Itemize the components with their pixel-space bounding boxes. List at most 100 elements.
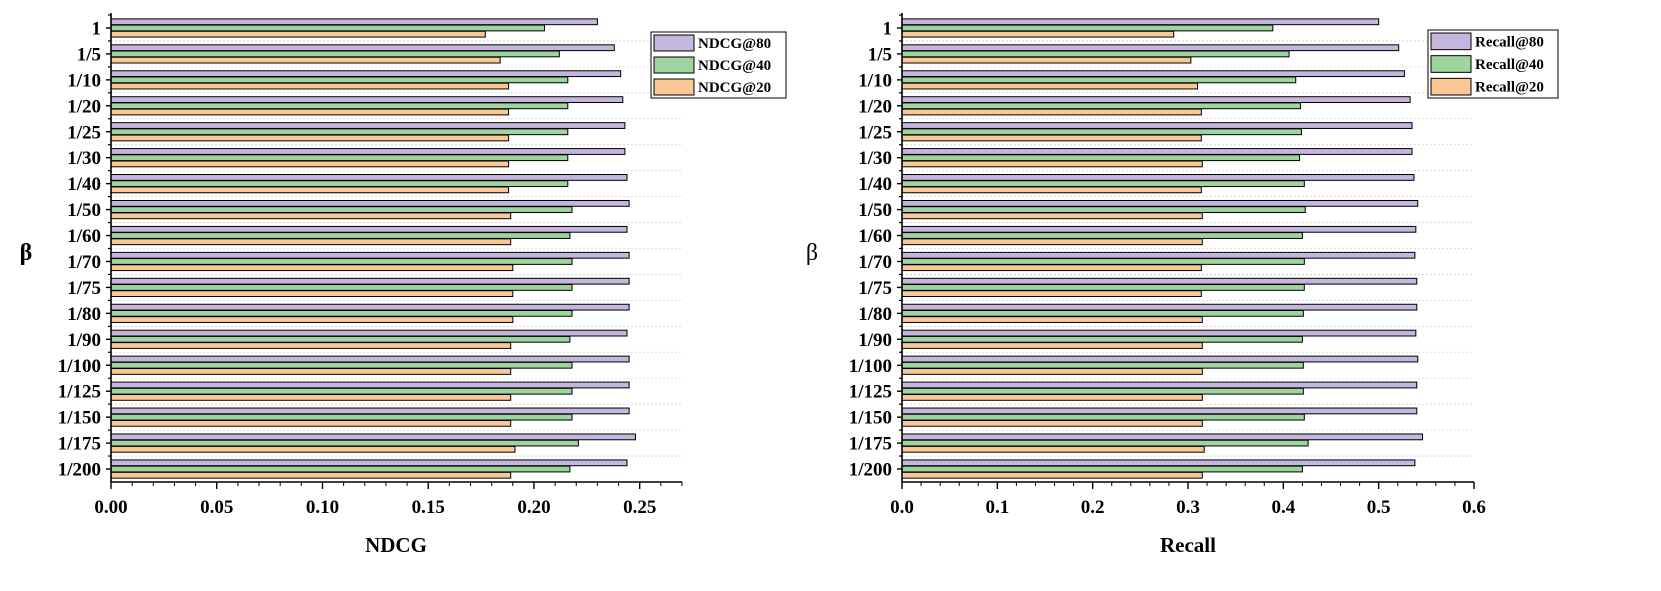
y-tick-label: 1/150 xyxy=(849,408,892,429)
bar-ndcg-at-40-1-over-10 xyxy=(110,76,569,84)
bar-recall-at-20-1-over-10 xyxy=(901,82,1199,90)
bar-recall-at-80-1-over-25 xyxy=(901,122,1413,129)
legend-swatch xyxy=(653,56,695,74)
bar-ndcg-at-80-1-over-60 xyxy=(110,225,628,233)
bar-ndcg-at-20-1-over-50 xyxy=(110,212,512,220)
bar-ndcg-at-40-1-over-150 xyxy=(110,413,573,421)
bar-ndcg-at-80-1-over-200 xyxy=(110,459,628,467)
bar-recall-at-80-1-over-30 xyxy=(901,148,1413,155)
bar-ndcg-at-40-1-over-60 xyxy=(110,232,571,239)
bar-ndcg-at-40-1-over-50 xyxy=(110,206,573,213)
y-tick-label: 1/90 xyxy=(67,330,101,351)
x-tick-label: 0.00 xyxy=(94,497,127,518)
bar-recall-at-80-1-over-40 xyxy=(901,174,1415,181)
y-tick-label: 1/175 xyxy=(849,434,892,455)
recall-chart: 1 1/5 1/10 1/20 1/25 1/30 1/40 1/50 1/60 1/70 1/75… xyxy=(806,13,1559,557)
legend-label: NDCG@20 xyxy=(698,80,771,96)
bar-recall-at-40-1-over-200 xyxy=(901,465,1303,473)
bar-recall-at-20-1-over-20 xyxy=(901,108,1202,116)
bar-ndcg-at-40-1-over-40 xyxy=(110,180,569,188)
bar-ndcg-at-80-1-over-20 xyxy=(110,96,624,104)
y-tick-label: 1/40 xyxy=(67,174,101,195)
bar-ndcg-at-20-1-over-25 xyxy=(110,134,510,142)
x-tick-label: 0.05 xyxy=(200,497,233,518)
bar-ndcg-at-20-1-over-5 xyxy=(110,56,501,64)
bar-recall-at-20-1-over-5 xyxy=(901,56,1192,64)
bar-ndcg-at-40-1-over-100 xyxy=(110,361,573,369)
y-tick-label: 1/10 xyxy=(67,70,101,91)
bar-recall-at-40-1-over-175 xyxy=(901,439,1309,447)
bar-ndcg-at-20-1-over-125 xyxy=(110,393,512,401)
bar-ndcg-at-40-1-over-5 xyxy=(110,50,560,58)
bar-recall-at-20-1-over-200 xyxy=(901,471,1203,479)
y-tick-label: 1/100 xyxy=(849,356,892,377)
y-tick-label: 1/30 xyxy=(67,148,101,169)
bar-ndcg-at-40-1 xyxy=(110,24,546,32)
bar-ndcg-at-40-1-over-200 xyxy=(110,465,571,473)
bar-ndcg-at-20-1-over-10 xyxy=(110,82,510,90)
bar-ndcg-at-80-1-over-50 xyxy=(110,199,630,207)
bar-ndcg-at-20-1-over-20 xyxy=(110,108,510,116)
legend: NDCG@80 NDCG@40 NDCG@20 xyxy=(650,31,787,99)
bar-recall-at-80-1-over-60 xyxy=(901,225,1417,233)
bar-ndcg-at-20-1-over-60 xyxy=(110,238,512,246)
x-tick-label: 0.15 xyxy=(412,497,445,518)
bar-recall-at-40-1-over-100 xyxy=(901,361,1304,369)
y-tick-label: 1/50 xyxy=(858,200,892,221)
bar-ndcg-at-20-1-over-175 xyxy=(110,445,516,453)
bar-ndcg-at-80-1-over-30 xyxy=(110,148,626,155)
bar-recall-at-40-1-over-50 xyxy=(901,206,1306,213)
bar-recall-at-40-1-over-40 xyxy=(901,180,1305,188)
x-tick-label: 0.1 xyxy=(985,497,1009,518)
bar-recall-at-40-1-over-5 xyxy=(901,50,1290,58)
bar-recall-at-20-1-over-125 xyxy=(901,393,1203,401)
bar-ndcg-at-20-1-over-70 xyxy=(110,264,514,272)
y-tick-label: 1/25 xyxy=(858,122,892,143)
bar-ndcg-at-40-1-over-20 xyxy=(110,102,569,110)
bar-recall-at-20-1-over-60 xyxy=(901,238,1203,246)
bar-recall-at-80-1-over-50 xyxy=(901,199,1419,207)
y-tick-label: 1/10 xyxy=(858,70,892,91)
bar-recall-at-80-1-over-90 xyxy=(901,329,1417,337)
bar-ndcg-at-20-1-over-75 xyxy=(110,290,514,298)
bar-ndcg-at-80-1-over-75 xyxy=(110,277,630,285)
y-tick-label: 1/40 xyxy=(858,174,892,195)
legend-label: Recall@40 xyxy=(1475,57,1544,73)
y-tick-label: 1/50 xyxy=(67,200,101,221)
x-tick-label: 0.5 xyxy=(1367,497,1391,518)
bar-recall-at-20-1-over-70 xyxy=(901,264,1202,272)
y-tick-label: 1/100 xyxy=(58,356,101,377)
bar-recall-at-80-1-over-200 xyxy=(901,459,1416,467)
bar-recall-at-40-1 xyxy=(901,24,1274,32)
legend-swatch xyxy=(1430,77,1472,96)
bar-ndcg-at-80-1-over-80 xyxy=(110,303,630,311)
bar-recall-at-40-1-over-70 xyxy=(901,258,1305,265)
bar-ndcg-at-80-1-over-10 xyxy=(110,70,622,78)
bar-ndcg-at-80-1-over-25 xyxy=(110,122,626,129)
bar-ndcg-at-80-1-over-125 xyxy=(110,381,630,389)
bar-recall-at-80-1-over-20 xyxy=(901,96,1411,104)
y-tick-label: 1/200 xyxy=(58,460,101,481)
y-tick-label: 1/75 xyxy=(67,278,101,299)
y-tick-label: 1/60 xyxy=(67,226,101,247)
bar-ndcg-at-20-1-over-100 xyxy=(110,368,512,375)
y-tick-label: 1/125 xyxy=(58,382,101,403)
y-axis-title: β xyxy=(20,240,33,266)
y-tick-label: 1/125 xyxy=(849,382,892,403)
y-tick-label: 1 xyxy=(883,18,893,39)
bar-recall-at-80-1-over-5 xyxy=(901,44,1400,52)
bar-recall-at-80-1-over-80 xyxy=(901,303,1418,311)
bar-ndcg-at-40-1-over-125 xyxy=(110,387,573,395)
bar-recall-at-80-1-over-125 xyxy=(901,381,1418,389)
bar-recall-at-20-1-over-50 xyxy=(901,212,1203,220)
y-tick-label: 1/25 xyxy=(67,122,101,143)
bar-recall-at-20-1-over-175 xyxy=(901,445,1205,453)
x-tick-label: 0.6 xyxy=(1462,497,1486,518)
bar-ndcg-at-20-1-over-40 xyxy=(110,186,510,194)
bar-recall-at-20-1-over-25 xyxy=(901,134,1202,142)
y-tick-label: 1/80 xyxy=(67,304,101,325)
x-tick-label: 0.10 xyxy=(306,497,339,518)
bar-ndcg-at-80-1-over-90 xyxy=(110,329,628,337)
bar-recall-at-20-1-over-100 xyxy=(901,368,1203,375)
